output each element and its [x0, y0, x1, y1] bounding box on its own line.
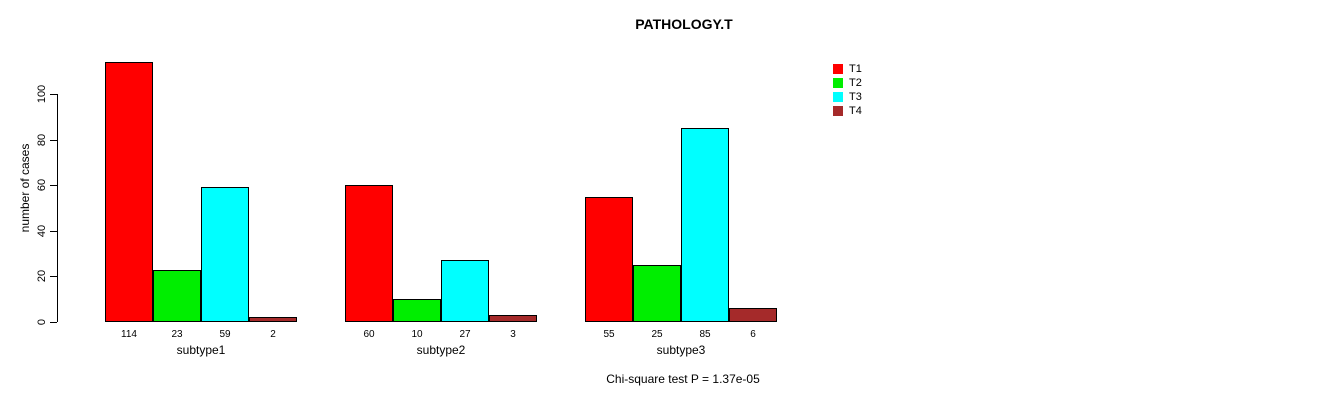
y-axis-label: number of cases — [18, 143, 32, 233]
y-tick-label: 20 — [36, 269, 48, 283]
legend-swatch-t1 — [833, 64, 843, 74]
legend-entry-t4: T4 — [833, 104, 862, 118]
bar-t2-subtype3 — [633, 265, 681, 322]
bar-t4-subtype1 — [249, 317, 297, 322]
y-tick-label: 100 — [36, 84, 48, 104]
y-tick-mark — [50, 94, 57, 95]
bar-t2-subtype2 — [393, 299, 441, 322]
y-axis-line — [57, 94, 58, 322]
bar-value-label: 60 — [363, 329, 375, 340]
y-tick-mark — [50, 276, 57, 277]
bar-value-label: 3 — [510, 329, 516, 340]
bar-value-label: 23 — [171, 329, 183, 340]
bar-value-label: 85 — [699, 329, 711, 340]
legend-label: T2 — [849, 77, 862, 89]
legend-label: T1 — [849, 63, 862, 75]
bar-t1-subtype1 — [105, 62, 153, 322]
bar-value-label: 2 — [270, 329, 276, 340]
y-tick-mark — [50, 322, 57, 323]
legend: T1 T2 T3 T4 — [833, 62, 862, 118]
y-tick-label: 40 — [36, 224, 48, 238]
chart-title: PATHOLOGY.T — [635, 16, 733, 32]
bar-value-label: 25 — [651, 329, 663, 340]
bar-t3-subtype1 — [201, 187, 249, 322]
category-label-subtype2: subtype2 — [416, 343, 466, 357]
bar-t4-subtype3 — [729, 308, 777, 322]
legend-entry-t2: T2 — [833, 76, 862, 90]
chi-square-annotation: Chi-square test P = 1.37e-05 — [606, 372, 760, 386]
bar-value-label: 59 — [219, 329, 231, 340]
bar-t4-subtype2 — [489, 315, 537, 322]
y-tick-mark — [50, 185, 57, 186]
bar-t2-subtype1 — [153, 270, 201, 322]
legend-label: T4 — [849, 105, 862, 117]
legend-swatch-t2 — [833, 78, 843, 88]
legend-entry-t1: T1 — [833, 62, 862, 76]
y-tick-mark — [50, 231, 57, 232]
bar-t3-subtype2 — [441, 260, 489, 322]
bar-value-label: 6 — [750, 329, 756, 340]
bar-t3-subtype3 — [681, 128, 729, 322]
bar-value-label: 10 — [411, 329, 423, 340]
legend-swatch-t4 — [833, 106, 843, 116]
category-label-subtype1: subtype1 — [176, 343, 226, 357]
bar-value-label: 27 — [459, 329, 471, 340]
y-tick-label: 80 — [36, 133, 48, 147]
y-tick-label: 0 — [36, 318, 48, 326]
bar-t1-subtype3 — [585, 197, 633, 322]
legend-entry-t3: T3 — [833, 90, 862, 104]
bar-t1-subtype2 — [345, 185, 393, 322]
category-label-subtype3: subtype3 — [656, 343, 706, 357]
bar-value-label: 114 — [121, 329, 137, 340]
legend-swatch-t3 — [833, 92, 843, 102]
legend-label: T3 — [849, 91, 862, 103]
y-tick-label: 60 — [36, 178, 48, 192]
bar-value-label: 55 — [603, 329, 615, 340]
y-tick-mark — [50, 140, 57, 141]
